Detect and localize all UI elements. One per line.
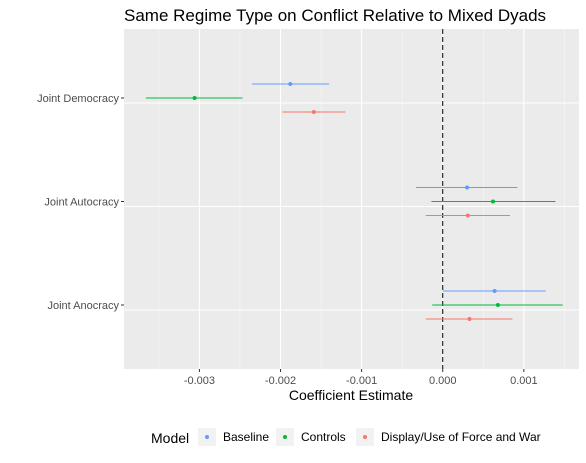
estimate-point: [467, 317, 472, 321]
legend-key-point: [363, 435, 367, 439]
y-tick-label: Joint Democracy: [37, 93, 119, 105]
legend-title: Model: [151, 430, 189, 446]
x-tick-label: 0.000: [429, 375, 457, 387]
legend-label: Display/Use of Force and War: [381, 430, 541, 444]
y-tick-label: Joint Autocracy: [44, 197, 119, 209]
legend-key-point: [205, 435, 209, 439]
legend-label: Baseline: [223, 430, 269, 444]
x-tick-label: -0.001: [346, 375, 377, 387]
x-tick-label: -0.003: [184, 375, 215, 387]
estimate-point: [465, 213, 470, 218]
grid-lines: [124, 29, 579, 369]
chart-title: Same Regime Type on Conflict Relative to…: [124, 6, 546, 25]
y-tick-label: Joint Anocracy: [47, 300, 119, 312]
estimate-point: [288, 82, 293, 86]
x-tick-label: -0.002: [265, 375, 296, 387]
y-axis: Joint Democracy Joint Autocracy Joint Anoc…: [37, 93, 124, 312]
x-tick-label: 0.001: [510, 375, 538, 387]
legend-label: Controls: [301, 430, 346, 444]
series-layer: [145, 82, 563, 321]
estimate-point: [192, 96, 197, 100]
legend: Model Baseline Controls Display/Use of For…: [151, 428, 541, 446]
estimate-point: [495, 303, 500, 307]
estimate-point: [492, 289, 497, 293]
x-axis-title: Coefficient Estimate: [289, 387, 413, 403]
estimate-point: [491, 199, 496, 204]
plot-panel: [124, 29, 579, 369]
estimate-point: [465, 185, 470, 190]
legend-key-point: [283, 435, 287, 439]
series-controls: [145, 96, 563, 307]
x-axis: -0.003 -0.002 -0.001 0.000 0.001: [184, 369, 538, 387]
series-display-use-of-force-and-war: [282, 110, 513, 321]
series-baseline: [252, 82, 546, 293]
estimate-point: [311, 110, 316, 114]
